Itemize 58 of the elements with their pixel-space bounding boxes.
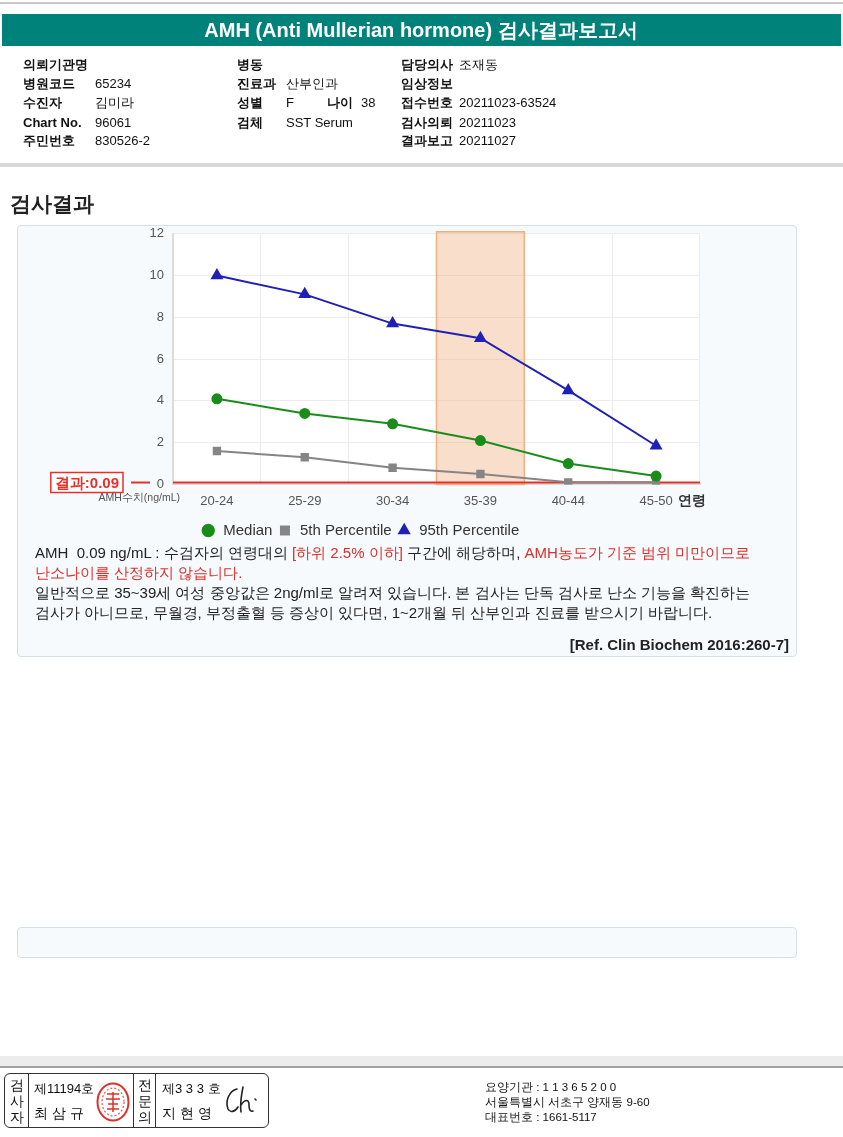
text: 20211023-63524 — [459, 95, 557, 111]
x-tick-label: 35-39 — [463, 492, 498, 508]
text: 주민번호 — [23, 133, 75, 149]
ref-line-label: 결과:0.09 — [54, 473, 120, 491]
text: 20211027 — [459, 133, 516, 149]
text: [하위 2.5% 이하] — [292, 544, 403, 561]
x-tick-label: 40-44 — [551, 492, 585, 508]
text: 20211023 — [459, 115, 516, 131]
x-axis-title: 연령 — [677, 492, 706, 509]
text: 임상정보 — [401, 76, 453, 92]
text: 난소나이를 산정하지 않습니다. — [35, 564, 243, 581]
text: AMH 0.09 ng/mL : 수검자의 연령대의 — [35, 544, 288, 561]
text: 검사의뢰 — [401, 115, 453, 131]
x-tick-label: 45-50 — [639, 492, 673, 508]
y-tick-label: 2 — [156, 434, 164, 450]
text: 38 — [361, 95, 376, 111]
text: 의뢰기관명 — [23, 57, 88, 73]
y-axis-title: AMH수치(ng/mL) — [98, 491, 180, 504]
chart-subtitle: 검사결과 — [10, 191, 94, 217]
text: 접수번호 — [401, 95, 453, 111]
y-tick-label: 4 — [156, 392, 164, 408]
y-tick-label: 6 — [156, 350, 164, 366]
text: 65234 — [95, 76, 132, 92]
text: 요양기관 : 1 1 3 6 5 2 0 0 — [485, 1080, 617, 1094]
text: 결과보고 — [401, 133, 453, 149]
text: 830526-2 — [95, 133, 150, 149]
text: 수진자 — [23, 95, 62, 111]
y-tick-label: 8 — [156, 308, 164, 324]
text: 김미라 — [95, 95, 134, 111]
text: 구간에 해당하며, — [407, 544, 521, 561]
text: Chart No. — [23, 115, 82, 131]
x-tick-label: 30-34 — [375, 492, 410, 508]
text: 나이 — [327, 95, 353, 111]
text: SST Serum — [286, 115, 353, 131]
text: AMH농도가 기준 범위 미만이므로 — [524, 544, 751, 561]
text: 병원코드 — [23, 76, 75, 92]
y-tick-label: 0 — [156, 475, 164, 491]
text: 일반적으로 35~39세 여성 중앙값은 2ng/ml로 알려져 있습니다. 본 검사는 단독 검사로 난소 기능을 확진하는 검사가 아니므로, 무월경, 부정출혈 등 증상이 있다면, 1~2개월 뒤 산부인과 진료를 받으시기 바랍니다. — [35, 584, 751, 621]
text: 산부인과 — [286, 76, 338, 92]
text: 담당의사 — [401, 57, 453, 73]
text: [Ref. Clin Biochem 2016:260-7] — [569, 635, 789, 655]
x-tick-label: 25-29 — [288, 492, 322, 508]
legend-label: 95th Percentile — [419, 520, 520, 538]
legend-label: Median — [223, 520, 273, 538]
text: 검체 — [237, 115, 263, 131]
text: 병동 — [237, 57, 263, 73]
text: 조재동 — [459, 57, 498, 73]
y-tick-label: 10 — [149, 267, 164, 283]
text: 성별 — [237, 95, 263, 111]
x-tick-label: 20-24 — [200, 492, 234, 508]
chart-title: AMH (Anti Mullerian hormone) 검사결과보고서 — [204, 18, 638, 43]
text: 대표번호 : 1661-5117 — [485, 1110, 597, 1124]
text: 96061 — [95, 115, 132, 131]
text: 진료과 — [237, 76, 276, 92]
y-tick-label: 12 — [149, 225, 164, 241]
legend-label: 5th Percentile — [299, 520, 392, 538]
text: F — [286, 95, 294, 111]
text: 서울특별시 서초구 양재동 9-60 — [485, 1095, 650, 1109]
